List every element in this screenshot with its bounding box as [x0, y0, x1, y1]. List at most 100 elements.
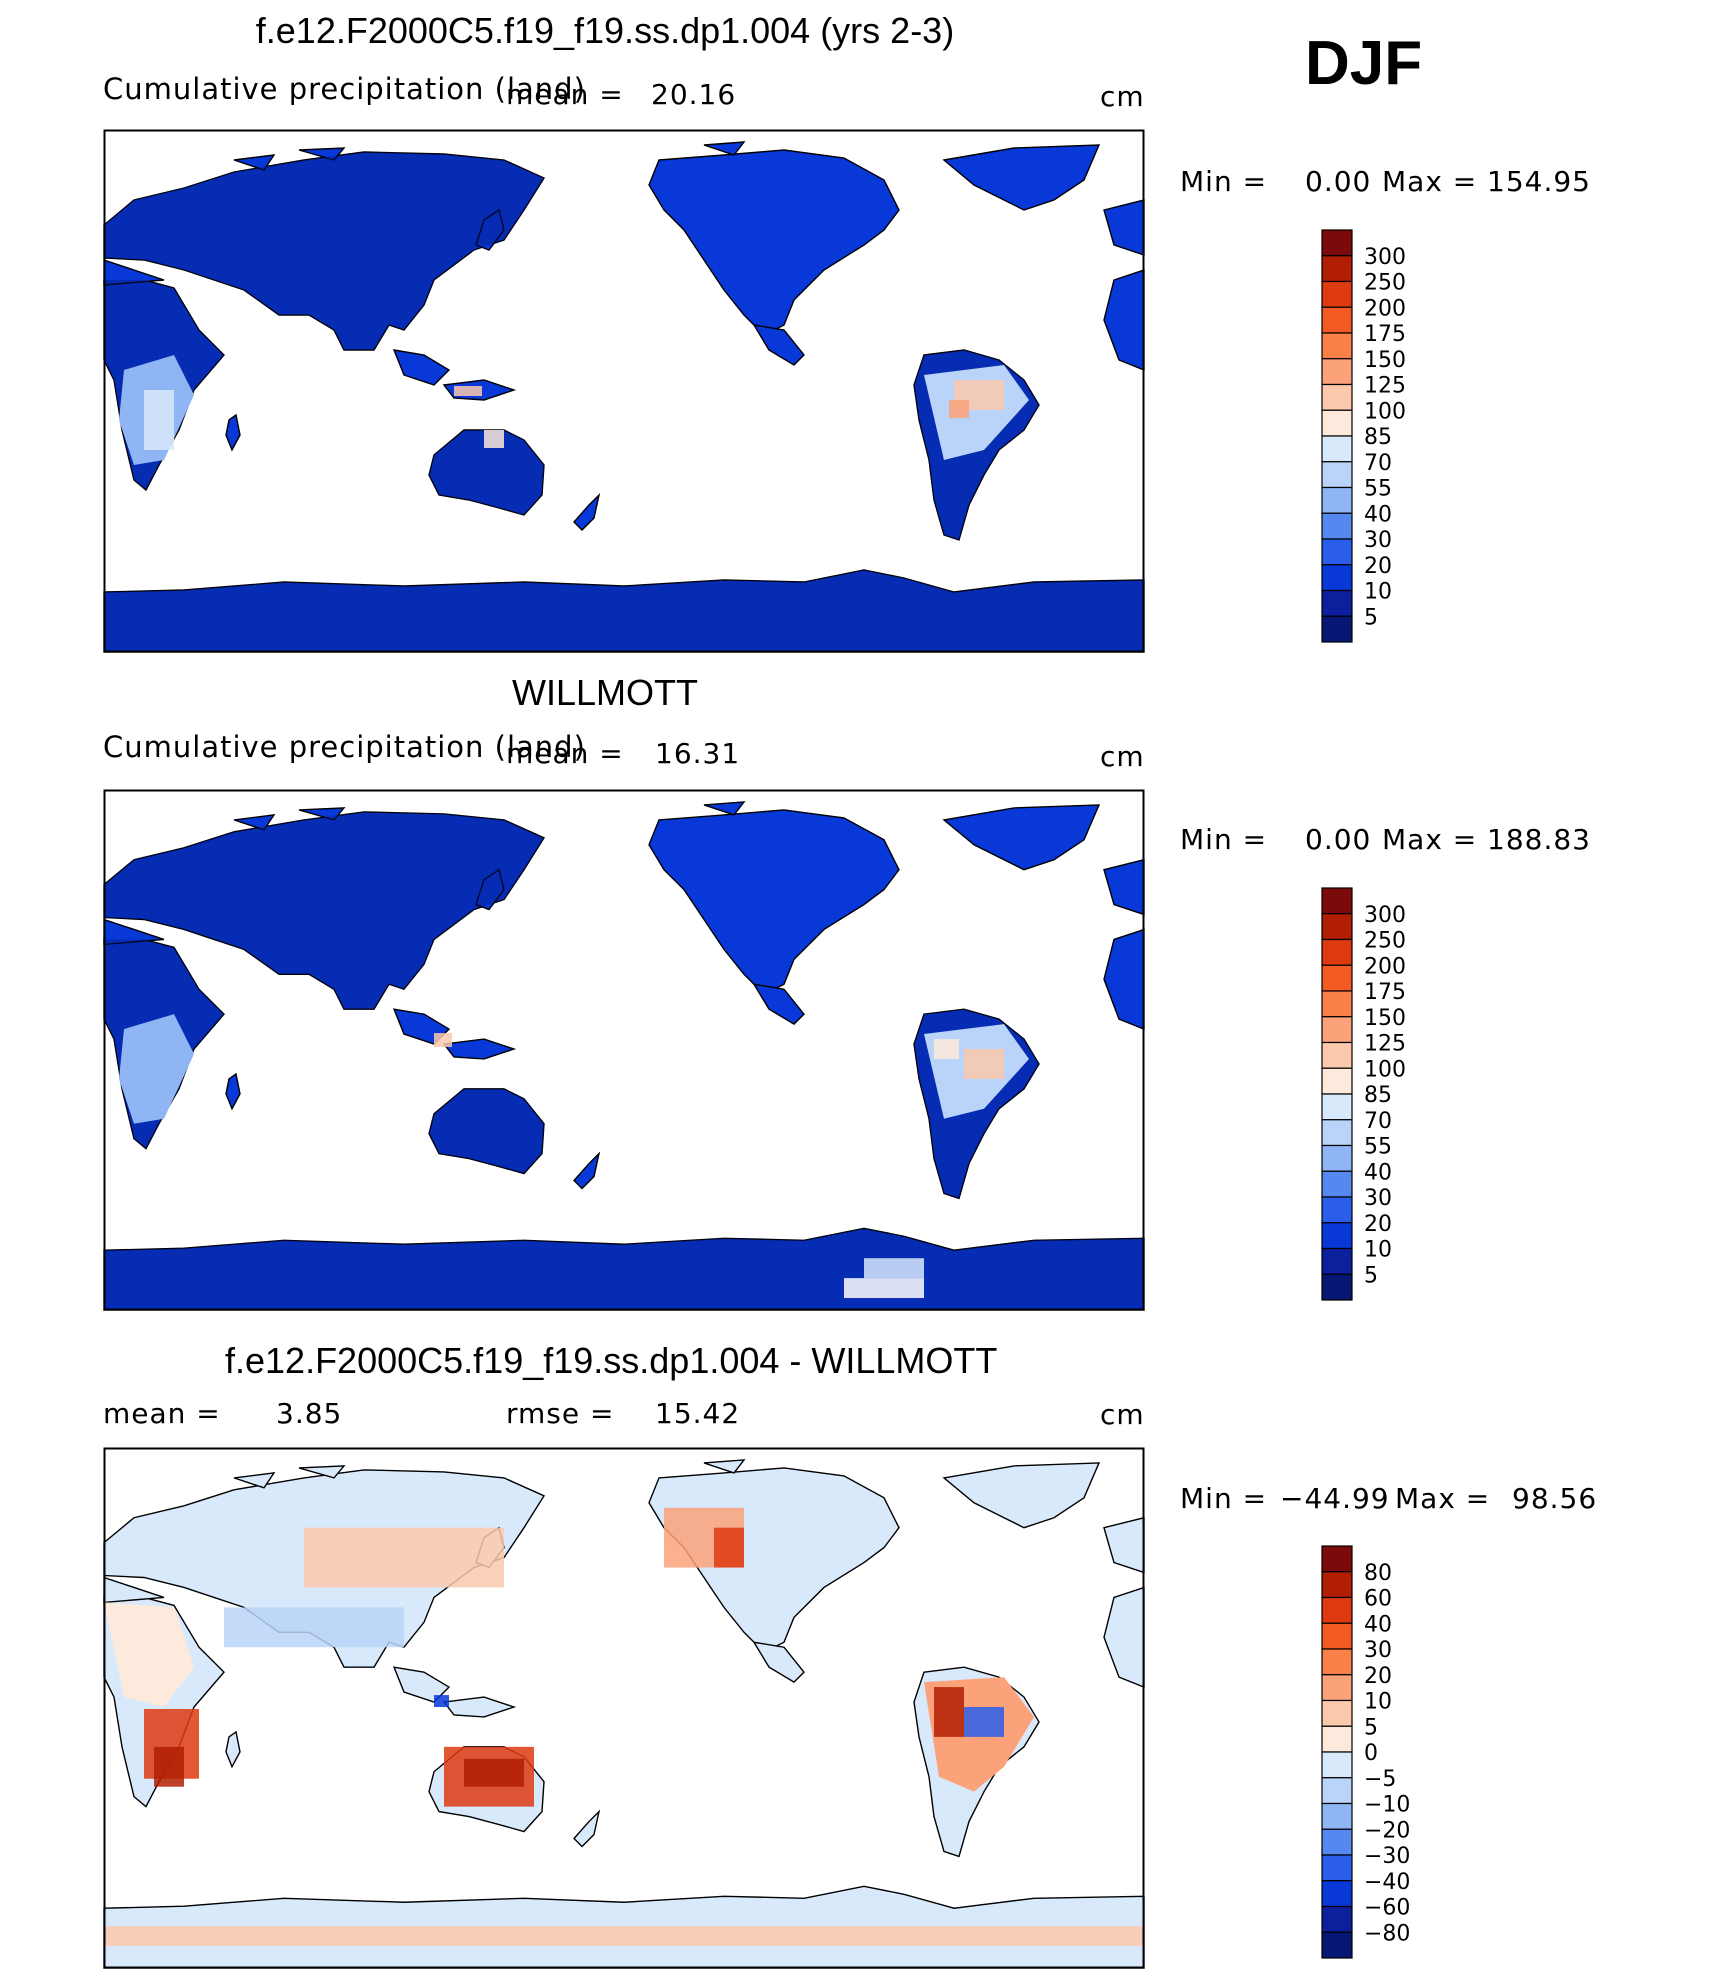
colorbar-swatch: [1321, 1905, 1353, 1933]
map-land-greenland: [942, 144, 1101, 211]
map-land-madagascar: [225, 413, 241, 452]
colorbar-swatch: [1321, 1196, 1353, 1224]
colorbar-swatch: [1321, 589, 1353, 617]
map-cell-patch: [434, 1695, 449, 1708]
panel-2-max-value: 188.83: [1487, 823, 1591, 856]
colorbar-tick-label: 20: [1364, 1664, 1392, 1689]
map-shade-southern-africa: [119, 1014, 194, 1124]
colorbar-swatch: [1321, 255, 1353, 283]
map-cell-patch: [104, 1926, 1144, 1947]
map-land-arctic-islands: [233, 801, 746, 831]
colorbar-swatch: [1321, 538, 1353, 566]
colorbar-tick-label: 100: [1364, 399, 1406, 424]
colorbar-tick-label: 70: [1364, 1109, 1392, 1134]
map-land-japan: [475, 868, 505, 911]
map-land-se-asia-islands: [392, 1666, 451, 1703]
colorbar-swatch: [1321, 1622, 1353, 1650]
map-land-arctic-islands: [233, 141, 746, 171]
panel-3-mean-value: 3.85: [276, 1397, 343, 1430]
map-cell-patch: [934, 1039, 959, 1059]
panel-1-mean-label: mean =: [506, 78, 624, 111]
map-land-central-america: [752, 983, 805, 1025]
panel-2-units: cm: [1100, 740, 1145, 773]
colorbar-swatch: [1321, 280, 1353, 308]
colorbar-swatch: [1321, 358, 1353, 386]
colorbar-tick-label: 250: [1364, 271, 1406, 296]
colorbar-tick-label: 100: [1364, 1057, 1406, 1082]
colorbar-tick-label: 5: [1364, 1263, 1378, 1288]
colorbar-tick-label: 300: [1364, 245, 1406, 270]
colorbar-tick-label: 85: [1364, 425, 1392, 450]
colorbar-swatch: [1321, 229, 1353, 257]
colorbar-tick-label: 150: [1364, 1006, 1406, 1031]
panel-2-mean-value: 16.31: [655, 737, 741, 770]
colorbar-tick-label: 40: [1364, 502, 1392, 527]
map-land-madagascar: [225, 1730, 241, 1769]
colorbar-swatch: [1321, 1222, 1353, 1250]
colorbar-tick-label: 150: [1364, 348, 1406, 373]
colorbar-swatch: [1321, 1828, 1353, 1856]
colorbar-tick-label: 30: [1364, 528, 1392, 553]
panel-3-title: f.e12.F2000C5.f19_f19.ss.dp1.004 - WILLM…: [225, 1340, 998, 1381]
map-shade-antarctica: [104, 570, 1144, 652]
panel-1-subtitle: Cumulative precipitation (land): [103, 72, 586, 106]
colorbar-swatch: [1321, 332, 1353, 360]
colorbar-swatch: [1321, 887, 1353, 915]
map-land-new-zealand: [573, 1809, 601, 1848]
map-land-indonesia-pngs: [442, 1696, 517, 1718]
panel-1-units: cm: [1100, 80, 1145, 113]
colorbar-tick-label: −60: [1364, 1896, 1410, 1921]
panel-2-title: WILLMOTT: [512, 672, 698, 713]
colorbar-swatch: [1321, 1067, 1353, 1095]
map-cell-patch: [484, 430, 504, 448]
panel-2-min-value: 0.00: [1305, 823, 1372, 856]
colorbar-swatch: [1321, 1016, 1353, 1044]
map-cell-patch: [844, 1278, 924, 1299]
panel-1-max-value: 154.95: [1487, 165, 1591, 198]
colorbar-swatch: [1321, 1545, 1353, 1573]
colorbar-tick-label: 5: [1364, 605, 1378, 630]
map-cell-patch: [154, 1746, 184, 1787]
map-cell-patch: [964, 1707, 1004, 1737]
colorbar-tick-label: −5: [1364, 1767, 1396, 1792]
colorbar-swatch: [1321, 964, 1353, 992]
colorbar-swatch: [1321, 1854, 1353, 1882]
colorbar-swatch: [1321, 1802, 1353, 1830]
map-shade-australia: [429, 430, 544, 515]
map-land-africa-east-edge: [1103, 1586, 1145, 1689]
map-land-se-asia-islands: [392, 349, 451, 386]
panel-3-min-value: −44.99: [1280, 1482, 1390, 1515]
map-land-central-america: [752, 1641, 805, 1683]
colorbar-swatch: [1321, 1596, 1353, 1624]
colorbar-tick-label: 250: [1364, 929, 1406, 954]
colorbar-swatch: [1321, 1674, 1353, 1702]
colorbar-swatch: [1321, 306, 1353, 334]
panel-3-map: [103, 1447, 1145, 1969]
map-land-arctic-islands: [233, 1459, 746, 1489]
panel-2-map: [103, 789, 1145, 1311]
panel-1-title: f.e12.F2000C5.f19_f19.ss.dp1.004 (yrs 2-…: [255, 10, 955, 51]
panel-1-map: [103, 129, 1145, 653]
map-cell-patch: [949, 400, 969, 418]
colorbar-tick-label: −20: [1364, 1818, 1410, 1843]
panel-3-units: cm: [1100, 1398, 1145, 1431]
map-land-africa-east-edge: [1103, 928, 1145, 1031]
map-cell-patch: [464, 1758, 524, 1787]
map-cell-patch: [964, 1049, 1004, 1079]
map-shade-australia: [429, 1088, 544, 1174]
colorbar-swatch: [1321, 1247, 1353, 1275]
map-shade-eurasia: [104, 152, 544, 350]
colorbar-swatch: [1321, 1093, 1353, 1121]
map-shade-africa-diff: [104, 1602, 194, 1708]
season-label: DJF: [1305, 29, 1423, 98]
colorbar-tick-label: 5: [1364, 1715, 1378, 1740]
map-cell-patch: [934, 1687, 964, 1737]
colorbar-swatch: [1321, 1751, 1353, 1779]
colorbar-tick-label: 175: [1364, 322, 1406, 347]
map-land-greenland: [942, 804, 1101, 871]
map-land-australia: [428, 1088, 545, 1175]
colorbar-swatch: [1321, 1725, 1353, 1753]
